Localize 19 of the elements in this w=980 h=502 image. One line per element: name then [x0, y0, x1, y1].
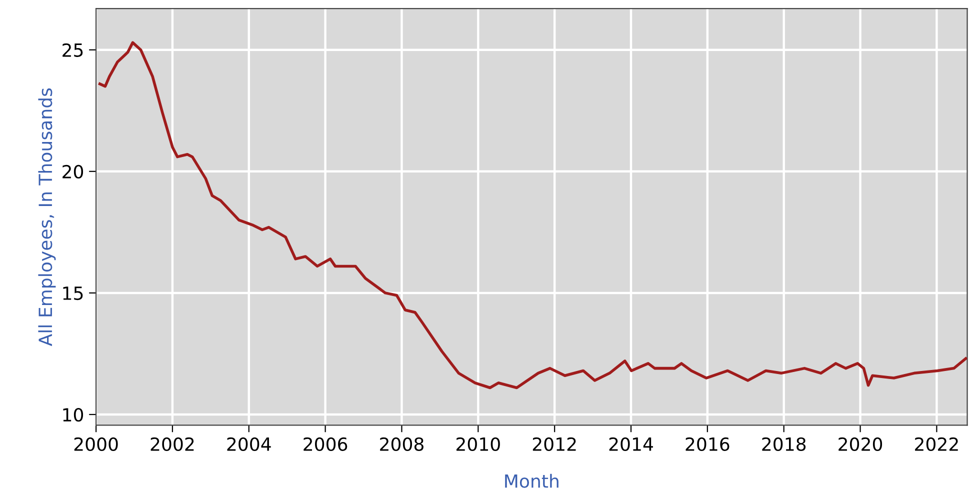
- y-tick-label: 15: [63, 286, 83, 300]
- y-tick-label: 20: [62, 164, 84, 179]
- x-tick-label: 2016: [686, 437, 730, 451]
- x-tick-label: 2006: [304, 437, 348, 451]
- x-tick-label: 2000: [74, 437, 118, 451]
- x-tick-label: 2004: [227, 437, 271, 451]
- x-tick-label: 2014: [609, 437, 653, 451]
- x-tick-label: 2010: [456, 437, 500, 451]
- y-axis-title: All Employees, In Thousands: [38, 88, 56, 346]
- x-tick-label: 2008: [380, 437, 424, 451]
- line-series: [98, 41, 968, 390]
- x-axis-title: Month: [505, 474, 558, 488]
- y-tick-label: 10: [63, 408, 84, 422]
- y-tick-label: 25: [62, 43, 83, 57]
- x-tick-label: 2022: [915, 437, 958, 451]
- x-tick-label: 2012: [532, 437, 576, 451]
- x-tick-label: 2020: [838, 437, 882, 451]
- x-tick-label: 2018: [762, 437, 806, 451]
- x-tick-label: 2002: [150, 437, 194, 451]
